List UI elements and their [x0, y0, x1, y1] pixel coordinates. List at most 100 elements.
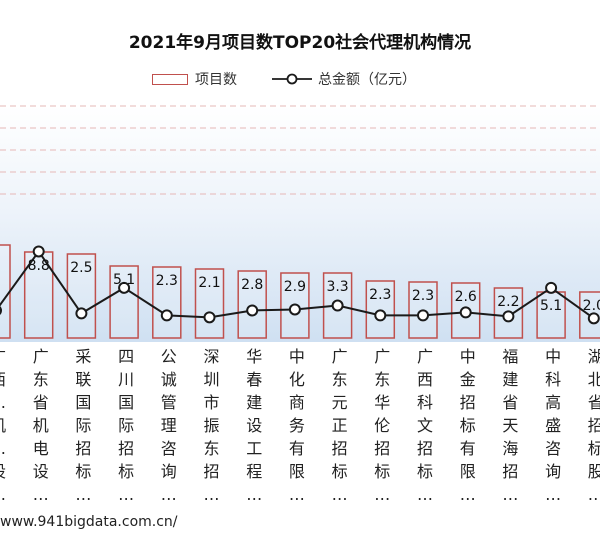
x-tick-label-9: 广东元正招标… [332, 347, 348, 504]
svg-text:省: 省 [502, 393, 518, 412]
x-tick-label-1: 广西…机…设… [0, 347, 6, 504]
bar-3 [66, 253, 97, 339]
data-label-8: 2.9 [284, 279, 306, 295]
svg-text:设: 设 [0, 462, 6, 481]
svg-text:标: 标 [588, 439, 600, 458]
svg-text:招: 招 [502, 462, 518, 481]
svg-text:圳: 圳 [203, 370, 219, 389]
legend: 项目数 总金额（亿元） [0, 68, 600, 90]
line-point-6 [203, 311, 216, 324]
svg-text:海: 海 [502, 439, 518, 458]
svg-text:设: 设 [33, 462, 49, 481]
line-legend-label: 总金额（亿元） [318, 72, 416, 88]
data-label-15: 2.0 [583, 298, 600, 314]
svg-text:华: 华 [374, 393, 390, 412]
svg-text:东: 东 [374, 370, 390, 389]
svg-text:川: 川 [118, 370, 134, 389]
x-tick-label-14: 中科高盛咨询 … [545, 347, 561, 504]
x-tick-label-3: 采联国际招标… [75, 347, 91, 504]
svg-text:咨: 咨 [161, 439, 177, 458]
svg-text:省: 省 [588, 393, 600, 412]
svg-text:高: 高 [545, 393, 561, 412]
svg-text:中: 中 [460, 347, 476, 366]
x-tick-label-7: 华春建设工程… [246, 347, 262, 504]
svg-text:化: 化 [289, 370, 305, 389]
svg-text:工: 工 [246, 439, 262, 458]
svg-text:询: 询 [545, 462, 561, 481]
svg-text:限: 限 [289, 462, 305, 481]
data-label-13: 2.2 [497, 294, 519, 310]
svg-text:程: 程 [246, 462, 262, 481]
data-label-14: 5.1 [540, 298, 562, 314]
svg-text:西: 西 [417, 370, 433, 389]
svg-text:华: 华 [246, 347, 262, 366]
x-tick-label-15: 湖北省招标股… [588, 347, 600, 504]
svg-text:招: 招 [417, 439, 433, 458]
svg-text:北: 北 [588, 370, 600, 389]
legend-item-bars: 项目数 [152, 68, 237, 90]
svg-text:省: 省 [33, 393, 49, 412]
line-point-8 [288, 303, 301, 316]
svg-text:广: 广 [417, 347, 433, 366]
line-point-11 [417, 309, 429, 322]
svg-text:…: … [0, 393, 6, 412]
svg-text:招: 招 [332, 439, 348, 458]
svg-text:…: … [246, 485, 262, 504]
svg-text:东: 东 [203, 439, 219, 458]
line-point-3 [75, 307, 88, 320]
bar-6 [194, 268, 225, 339]
svg-text:电: 电 [33, 439, 49, 458]
svg-text:振: 振 [203, 416, 219, 435]
x-tick-label-4: 四川国际招标… [118, 347, 134, 504]
svg-text:深: 深 [203, 347, 219, 366]
svg-text:中: 中 [545, 347, 561, 366]
svg-text:中: 中 [289, 347, 305, 366]
svg-text:…: … [33, 485, 49, 504]
svg-text:询: 询 [161, 462, 177, 481]
chart-title: 2021年9月项目数TOP20社会代理机构情况 [128, 33, 472, 53]
line-point-13 [502, 310, 515, 323]
svg-text:国: 国 [118, 393, 134, 412]
svg-text:科: 科 [417, 393, 433, 412]
line-point-7 [246, 304, 259, 317]
bar-4 [109, 265, 139, 339]
svg-text:标: 标 [374, 462, 390, 481]
svg-text:盛: 盛 [545, 416, 561, 435]
svg-text:广: 广 [332, 347, 348, 366]
x-tick-label-5: 公诚管理咨询… [161, 347, 177, 504]
svg-text:科: 科 [545, 370, 561, 389]
svg-text:四: 四 [118, 347, 134, 366]
svg-text:招: 招 [118, 439, 134, 458]
svg-text:有: 有 [460, 439, 476, 458]
svg-text:…: … [502, 485, 518, 504]
svg-text:广: 广 [33, 347, 49, 366]
svg-text:咨: 咨 [545, 439, 561, 458]
svg-text:标: 标 [75, 462, 91, 481]
data-label-11: 2.3 [412, 288, 434, 304]
svg-text:广: 广 [374, 347, 390, 366]
svg-text:湖: 湖 [588, 347, 600, 366]
svg-text:招: 招 [203, 462, 219, 481]
svg-text:际: 际 [118, 416, 134, 435]
svg-text:标: 标 [417, 462, 433, 481]
svg-text:股: 股 [588, 462, 600, 481]
svg-text:…: … [0, 485, 6, 504]
svg-text:…: … [289, 485, 305, 504]
line-point-5 [160, 309, 173, 322]
svg-text:招: 招 [75, 439, 91, 458]
svg-text:春: 春 [246, 370, 262, 389]
svg-text:…: … [0, 439, 6, 458]
svg-text:文: 文 [417, 416, 433, 435]
data-label-7: 2.8 [241, 277, 263, 293]
svg-text:…: … [161, 485, 177, 504]
svg-text:际: 际 [75, 416, 91, 435]
line-legend-marker-icon [272, 73, 312, 85]
svg-text:西: 西 [0, 370, 6, 389]
line-point-14 [545, 281, 558, 294]
x-tick-label-11: 广西科文招标… [417, 347, 433, 504]
svg-text:国: 国 [75, 393, 91, 412]
data-label-9: 3.3 [326, 279, 348, 295]
bar-7 [237, 270, 267, 339]
svg-text:…: … [545, 485, 561, 504]
line-point-4 [118, 281, 131, 294]
